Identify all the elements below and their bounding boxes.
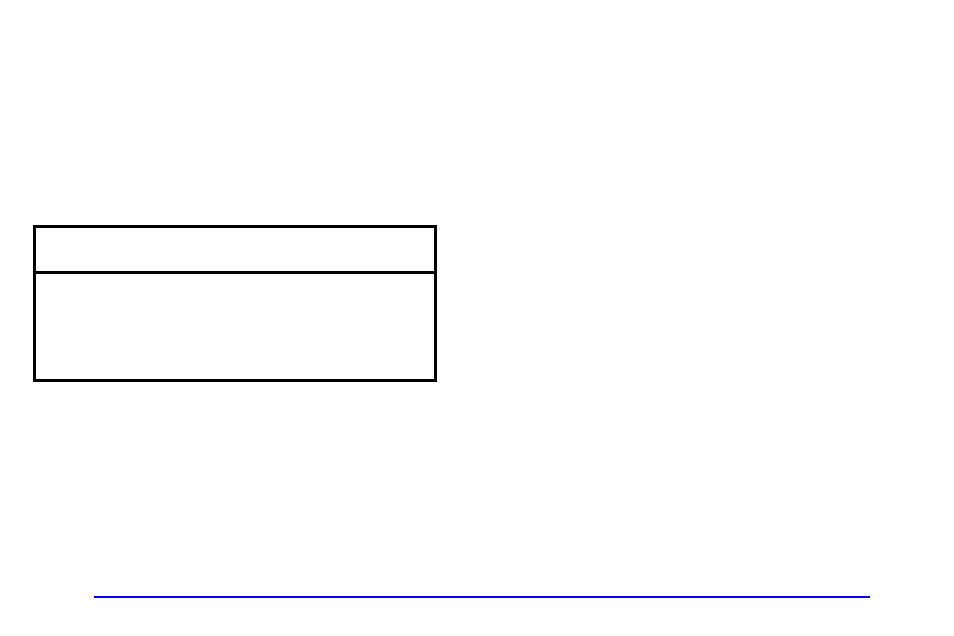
table-box-divider bbox=[33, 271, 437, 274]
table-box bbox=[33, 225, 437, 382]
horizontal-rule bbox=[94, 596, 870, 598]
